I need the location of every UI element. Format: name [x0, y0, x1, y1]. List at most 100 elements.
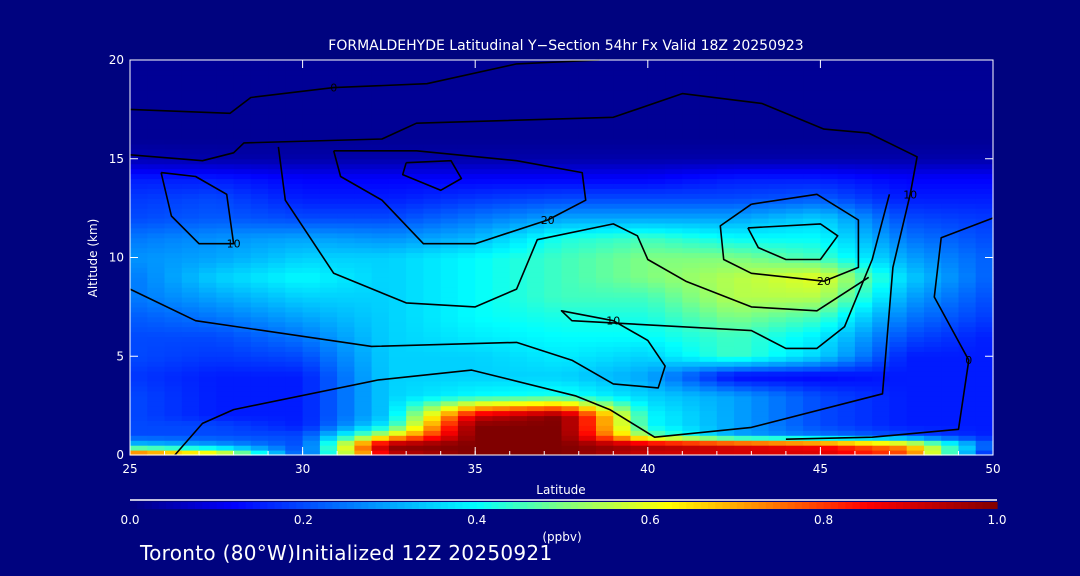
heatmap-cell — [285, 321, 304, 328]
heatmap-cell — [216, 193, 235, 199]
heatmap-cell — [285, 425, 304, 431]
heatmap-cell — [199, 257, 217, 263]
heatmap-cell — [682, 213, 701, 219]
heatmap-cell — [319, 430, 338, 436]
heatmap-cell — [734, 450, 752, 456]
heatmap-cell — [889, 188, 908, 194]
heatmap-cell — [509, 208, 528, 214]
heatmap-cell — [147, 356, 166, 362]
heatmap-cell — [440, 252, 459, 259]
heatmap-cell — [164, 134, 183, 140]
heatmap-cell — [250, 435, 269, 441]
heatmap-cell — [820, 222, 839, 229]
heatmap-cell — [423, 297, 442, 303]
heatmap-cell — [527, 178, 545, 184]
heatmap-cell — [768, 193, 787, 199]
heatmap-cell — [285, 99, 304, 105]
heatmap-cell — [544, 89, 563, 96]
heatmap-cell — [457, 213, 476, 219]
heatmap-cell — [716, 134, 735, 140]
heatmap-cell — [751, 341, 770, 347]
heatmap-cell — [147, 218, 166, 224]
heatmap-cell — [630, 232, 649, 239]
heatmap-cell — [527, 410, 545, 417]
heatmap-cell — [285, 148, 304, 155]
heatmap-cell — [285, 351, 304, 357]
heatmap-cell — [181, 247, 200, 254]
heatmap-cell — [216, 420, 235, 426]
heatmap-cell — [906, 267, 925, 273]
heatmap-cell — [630, 139, 649, 145]
heatmap-cell — [406, 425, 425, 431]
heatmap-cell — [181, 183, 200, 189]
heatmap-cell — [837, 297, 856, 303]
heatmap-cell — [630, 297, 649, 303]
heatmap-cell — [734, 301, 752, 308]
heatmap-cell — [906, 351, 925, 357]
heatmap-cell — [319, 237, 338, 244]
heatmap-cell — [941, 89, 960, 96]
heatmap-cell — [457, 415, 476, 421]
heatmap-cell — [527, 297, 545, 303]
heatmap-cell — [250, 89, 269, 96]
heatmap-cell — [924, 153, 942, 160]
heatmap-cell — [647, 445, 666, 451]
heatmap-cell — [975, 242, 994, 249]
heatmap-cell — [492, 89, 511, 96]
heatmap-cell — [457, 109, 476, 115]
heatmap-cell — [544, 356, 563, 362]
heatmap-cell — [354, 143, 373, 150]
colorbar-swatch — [180, 502, 189, 509]
heatmap-cell — [751, 287, 770, 293]
heatmap-cell — [785, 124, 804, 130]
heatmap-cell — [354, 321, 373, 328]
heatmap-cell — [578, 371, 597, 377]
heatmap-cell — [216, 262, 235, 268]
heatmap-cell — [130, 301, 148, 308]
heatmap-cell — [665, 198, 683, 204]
heatmap-cell — [319, 361, 338, 367]
heatmap-cell — [371, 124, 390, 130]
heatmap-cell — [354, 94, 373, 101]
heatmap-cell — [699, 356, 718, 362]
heatmap-cell — [509, 232, 528, 239]
heatmap-cell — [768, 99, 787, 105]
heatmap-cell — [958, 143, 977, 150]
heatmap-cell — [596, 158, 614, 165]
heatmap-cell — [527, 390, 545, 397]
heatmap-cell — [199, 292, 217, 298]
heatmap-cell — [716, 445, 735, 451]
heatmap-cell — [544, 272, 563, 278]
heatmap-cell — [406, 380, 425, 387]
heatmap-cell — [388, 168, 407, 175]
heatmap-cell — [527, 104, 545, 110]
heatmap-cell — [423, 395, 442, 402]
heatmap-cell — [130, 60, 148, 66]
heatmap-cell — [734, 336, 752, 342]
heatmap-cell — [596, 425, 614, 431]
heatmap-cell — [975, 306, 994, 313]
heatmap-cell — [665, 129, 683, 135]
heatmap-cell — [820, 356, 839, 362]
heatmap-cell — [716, 405, 735, 412]
heatmap-cell — [354, 79, 373, 86]
heatmap-cell — [147, 351, 166, 357]
heatmap-cell — [250, 74, 269, 81]
heatmap-cell — [285, 316, 304, 323]
heatmap-cell — [388, 430, 407, 436]
heatmap-cell — [647, 301, 666, 308]
heatmap-cell — [233, 148, 252, 155]
heatmap-cell — [613, 129, 632, 135]
heatmap-cell — [285, 74, 304, 81]
heatmap-cell — [785, 69, 804, 76]
heatmap-cell — [716, 316, 735, 323]
heatmap-cell — [285, 60, 304, 66]
heatmap-cell — [164, 410, 183, 417]
heatmap-cell — [216, 445, 235, 451]
heatmap-cell — [147, 297, 166, 303]
heatmap-cell — [751, 306, 770, 313]
heatmap-cell — [768, 371, 787, 377]
heatmap-cell — [665, 450, 683, 456]
heatmap-cell — [544, 237, 563, 244]
heatmap-cell — [544, 400, 563, 407]
